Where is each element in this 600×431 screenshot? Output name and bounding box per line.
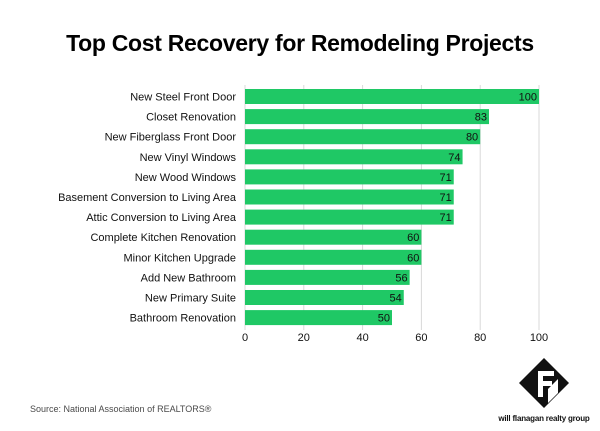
- bar: [245, 149, 463, 165]
- bar-value-label: 71: [439, 212, 451, 224]
- category-label: Bathroom Renovation: [130, 313, 236, 325]
- bar-value-label: 83: [475, 112, 487, 124]
- bar: [245, 189, 454, 205]
- bar-value-label: 60: [407, 232, 419, 244]
- category-label: New Primary Suite: [145, 293, 236, 305]
- bar: [245, 269, 410, 285]
- brand-logo: will flanagan realty group: [488, 354, 600, 423]
- category-label: New Steel Front Door: [130, 92, 236, 104]
- x-tick-labels: 0 20 40 60 80 100: [242, 332, 548, 344]
- category-label: Add New Bathroom: [141, 272, 236, 284]
- category-label: Minor Kitchen Upgrade: [123, 252, 236, 264]
- bar: [245, 109, 490, 125]
- category-labels: New Steel Front Door Closet Renovation New…: [58, 92, 237, 325]
- chart-title: Top Cost Recovery for Remodeling Project…: [66, 30, 534, 56]
- category-label: Attic Conversion to Living Area: [86, 212, 237, 224]
- source-note: Source: National Association of REALTORS…: [30, 404, 212, 414]
- bar-value-label: 50: [378, 313, 390, 325]
- x-tick-label: 0: [242, 332, 248, 344]
- logo-icon: [519, 358, 569, 408]
- bar-value-label: 100: [519, 92, 537, 104]
- bar-value-label: 74: [448, 152, 460, 164]
- gridlines: [244, 85, 540, 330]
- x-tick-label: 20: [298, 332, 310, 344]
- bar: [245, 310, 392, 326]
- bar-value-label: 56: [395, 272, 407, 284]
- brand-name: will flanagan realty group: [498, 414, 590, 423]
- bar-value-label: 71: [439, 192, 451, 204]
- category-label: Complete Kitchen Renovation: [90, 232, 236, 244]
- bar-value-label: 60: [407, 252, 419, 264]
- bar-value-label: 80: [466, 132, 478, 144]
- x-tick-label: 80: [474, 332, 486, 344]
- bar: [245, 89, 539, 104]
- category-label: Basement Conversion to Living Area: [58, 192, 237, 204]
- bar: [245, 209, 454, 225]
- bar-value-label: 54: [390, 293, 402, 305]
- bar: [245, 290, 404, 305]
- bar: [245, 129, 481, 145]
- bar: [245, 249, 422, 265]
- category-label: New Vinyl Windows: [140, 152, 237, 164]
- category-label: New Fiberglass Front Door: [105, 132, 237, 144]
- bar-value-label: 71: [439, 172, 451, 184]
- bar: [245, 169, 454, 185]
- category-label: New Wood Windows: [135, 172, 237, 184]
- x-tick-label: 40: [356, 332, 368, 344]
- x-tick-label: 100: [530, 332, 548, 344]
- bar: [245, 229, 422, 245]
- x-tick-label: 60: [415, 332, 427, 344]
- category-label: Closet Renovation: [146, 112, 236, 124]
